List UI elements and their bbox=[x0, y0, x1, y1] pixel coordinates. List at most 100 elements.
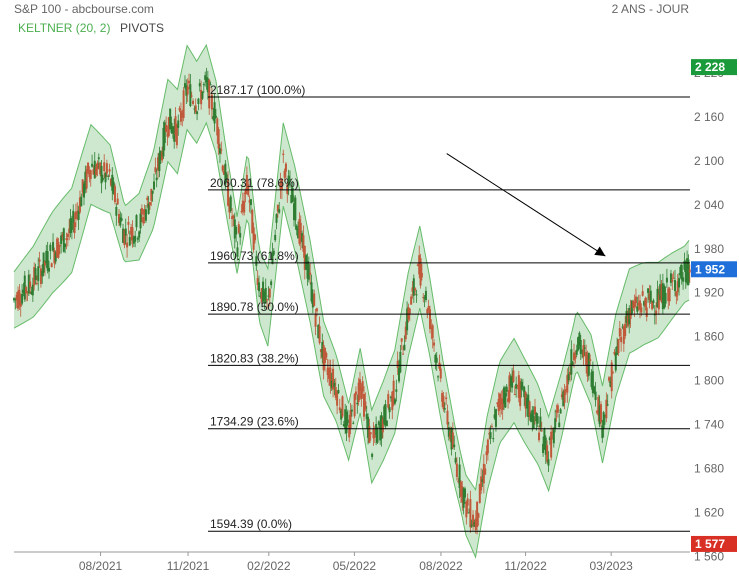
candle-body bbox=[585, 351, 588, 366]
candle-body bbox=[667, 288, 670, 302]
candle-body bbox=[509, 377, 512, 387]
candle-body bbox=[556, 405, 559, 413]
candle-body bbox=[290, 195, 293, 204]
candle-body bbox=[449, 431, 452, 440]
candle-body bbox=[299, 222, 302, 241]
candle-body bbox=[679, 266, 682, 276]
candle-body bbox=[379, 424, 382, 441]
candle-body bbox=[103, 162, 106, 172]
candle-body bbox=[477, 513, 480, 518]
period-label[interactable]: 2 ANS - JOUR bbox=[611, 2, 689, 16]
candle-body bbox=[104, 173, 107, 183]
candle-body bbox=[593, 386, 596, 393]
legend-pivots[interactable]: PIVOTS bbox=[120, 21, 165, 35]
candle-body bbox=[128, 237, 131, 246]
candle-body bbox=[407, 307, 410, 320]
y-tick-label: 2 160 bbox=[694, 110, 724, 124]
candle-body bbox=[190, 95, 193, 97]
candle-body bbox=[38, 259, 41, 262]
candle-body bbox=[49, 244, 52, 251]
candle-body bbox=[512, 370, 515, 382]
candle-body bbox=[434, 354, 437, 363]
chart-title: S&P 100 - abcbourse.com bbox=[14, 2, 154, 16]
candle-body bbox=[609, 380, 612, 387]
candle-body bbox=[266, 299, 269, 301]
candle-body bbox=[574, 355, 577, 359]
candle-body bbox=[87, 162, 90, 173]
candle-body bbox=[109, 178, 112, 186]
candle-body bbox=[511, 375, 514, 388]
candle-body bbox=[319, 349, 322, 352]
candle-body bbox=[228, 203, 231, 213]
candle-body bbox=[340, 410, 343, 420]
candle-body bbox=[325, 352, 328, 358]
candle-body bbox=[19, 303, 22, 307]
candle-body bbox=[179, 110, 182, 122]
legend-keltner[interactable]: KELTNER (20, 2) bbox=[18, 21, 111, 35]
candle-body bbox=[39, 268, 42, 284]
candle-body bbox=[213, 102, 216, 124]
fibonacci-levels: 2187.17 (100.0%) 2060.31 (78.6%) 1960.73 (… bbox=[208, 83, 690, 532]
candle-body bbox=[680, 264, 683, 280]
candle-body bbox=[524, 391, 527, 409]
candle-body bbox=[221, 165, 224, 171]
candle-body bbox=[591, 371, 594, 394]
candle-body bbox=[317, 324, 320, 338]
candle-body bbox=[124, 228, 127, 236]
candle-body bbox=[620, 337, 623, 343]
candle-body bbox=[336, 391, 339, 406]
candle-body bbox=[14, 298, 17, 301]
candle-body bbox=[358, 379, 361, 391]
candle-body bbox=[686, 258, 689, 284]
candle-body bbox=[330, 380, 333, 389]
candle-body bbox=[368, 426, 371, 443]
candle-body bbox=[150, 188, 153, 201]
candle-body bbox=[472, 514, 475, 526]
candle-body bbox=[559, 409, 562, 414]
candle-body bbox=[27, 274, 30, 294]
candle-body bbox=[398, 367, 401, 382]
candle-body bbox=[412, 278, 415, 296]
candle-body bbox=[463, 488, 466, 498]
candle-body bbox=[392, 380, 395, 405]
candle-body bbox=[62, 228, 65, 252]
candle-body bbox=[375, 423, 378, 436]
candle-body bbox=[363, 393, 366, 417]
candle-body bbox=[606, 404, 609, 406]
candle-body bbox=[644, 297, 647, 307]
candle-body bbox=[599, 404, 602, 423]
candle-body bbox=[439, 368, 442, 379]
candle-body bbox=[484, 468, 487, 475]
candle-body bbox=[122, 228, 125, 243]
candle-body bbox=[169, 108, 172, 130]
candle-body bbox=[185, 85, 188, 96]
candle-body bbox=[486, 439, 489, 454]
candle-body bbox=[664, 292, 667, 304]
candle-body bbox=[682, 277, 685, 282]
candle-body bbox=[550, 431, 553, 458]
candle-body bbox=[295, 225, 298, 231]
candle-body bbox=[313, 293, 316, 306]
candle-body bbox=[621, 326, 624, 328]
candle-body bbox=[131, 227, 134, 241]
candle-body bbox=[65, 238, 68, 240]
candle-body bbox=[610, 362, 613, 392]
candle-body bbox=[536, 416, 539, 424]
candle-body bbox=[632, 300, 635, 309]
candle-body bbox=[267, 295, 270, 297]
candle-body bbox=[148, 201, 151, 206]
candle-body bbox=[521, 386, 524, 388]
candle-body bbox=[26, 291, 29, 293]
candle-body bbox=[107, 175, 110, 177]
y-tick-label: 1 560 bbox=[694, 549, 724, 563]
candle-body bbox=[135, 215, 138, 228]
candle-body bbox=[85, 169, 88, 189]
candle-body bbox=[384, 404, 387, 426]
candle-body bbox=[81, 179, 84, 193]
candle-body bbox=[78, 197, 81, 213]
candle-body bbox=[443, 408, 446, 410]
candle-body bbox=[414, 288, 417, 291]
candle-body bbox=[535, 413, 538, 422]
candle-body bbox=[433, 342, 436, 346]
